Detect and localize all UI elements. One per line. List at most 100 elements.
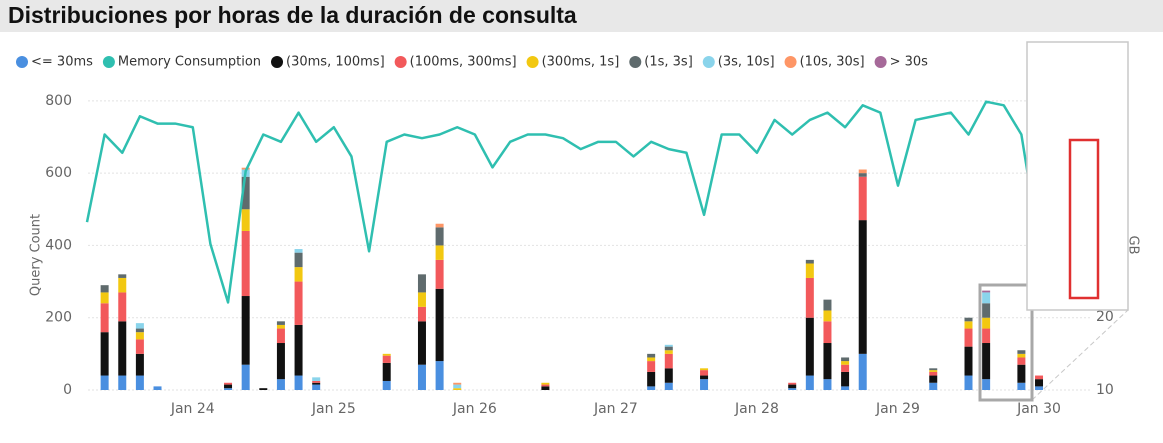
- bar-segment: [382, 355, 391, 363]
- bar-segment: [700, 375, 709, 380]
- bar-segment: [435, 288, 444, 362]
- bar-segment: [982, 343, 991, 380]
- bar-segment: [664, 368, 673, 383]
- legend: <= 30ms Memory Consumption (30ms, 100ms] (1…: [16, 55, 928, 70]
- bar-segment: [100, 285, 109, 293]
- bar-segment: [294, 281, 303, 325]
- legend-marker: [271, 56, 284, 68]
- x-tick-label: Jan 29: [875, 401, 920, 417]
- x-tick-label: Jan 27: [593, 401, 638, 417]
- bar-segment: [805, 263, 814, 278]
- plot-area: 0 200 400 600 800 10 20 GB Jan 24 Jan 25 Jan 26 Jan…: [45, 93, 1140, 417]
- bar-segment: [841, 371, 850, 387]
- legend-marker: [16, 56, 28, 68]
- zoom-selection: [978, 283, 1034, 402]
- bar-segment: [805, 375, 814, 390]
- bar-segment: [312, 384, 321, 390]
- bar-segment: [964, 321, 973, 329]
- y-tick-label: 600: [45, 165, 72, 181]
- bar-segment: [453, 382, 462, 385]
- bar-segment: [964, 328, 973, 347]
- legend-label: <= 30ms: [31, 55, 93, 70]
- bar-segment: [964, 317, 973, 322]
- bar-segment: [823, 299, 832, 311]
- bar-segment: [664, 350, 673, 354]
- bar-segment: [224, 388, 233, 390]
- zoom-inset: [978, 41, 1129, 402]
- x-tick-label: Jan 26: [452, 401, 497, 417]
- bar-segment: [929, 371, 938, 376]
- bar-segment: [100, 375, 109, 390]
- bar-segment: [118, 277, 127, 293]
- line-series: [85, 100, 1058, 304]
- bar-segment: [453, 388, 462, 390]
- bar-segment: [1035, 386, 1044, 390]
- bar-segment: [417, 321, 426, 365]
- y-tick-label: 800: [45, 93, 72, 109]
- bar-segment: [541, 382, 550, 385]
- bar-segment: [435, 223, 444, 228]
- bar-segment: [259, 388, 268, 390]
- bar-segment: [435, 259, 444, 289]
- bar-segment: [841, 361, 850, 365]
- legend-marker: [102, 56, 115, 68]
- y-tick-label: 400: [45, 237, 72, 253]
- bar-segment: [241, 364, 250, 390]
- bar-segment: [805, 259, 814, 264]
- zoom-highlight: [1068, 138, 1100, 300]
- bar-segment: [541, 386, 550, 390]
- bar-segment: [312, 382, 321, 385]
- legend-label: > 30s: [890, 55, 929, 70]
- chart-title: Distribuciones por horas de la duración …: [8, 2, 577, 28]
- bar-segment: [823, 343, 832, 380]
- legend-label: (300ms, 1s]: [542, 55, 620, 70]
- bar-segment: [788, 388, 797, 390]
- bar-segment: [647, 361, 656, 372]
- legend-marker: [394, 56, 407, 68]
- bar-segment: [788, 382, 797, 385]
- y-tick-label: 200: [45, 310, 72, 326]
- bar-segment: [1017, 357, 1026, 365]
- bar-segment: [100, 292, 109, 304]
- bar-segment: [382, 362, 391, 381]
- zoom-panel: [1026, 41, 1129, 311]
- bar-segment: [647, 371, 656, 387]
- bar-segment: [382, 353, 391, 356]
- bar-segment: [823, 379, 832, 390]
- bar-segment: [823, 321, 832, 344]
- bar-segment: [858, 220, 867, 354]
- bar-segment: [224, 382, 233, 385]
- y2-tick-label: 10: [1096, 382, 1114, 398]
- bar-segment: [294, 249, 303, 253]
- legend-label: (3s, 10s]: [718, 55, 775, 70]
- bar-segment: [664, 346, 673, 351]
- bar-segment: [929, 368, 938, 371]
- bar-segment: [929, 370, 938, 372]
- bar-segment: [241, 209, 250, 231]
- title-bar: [0, 0, 1163, 32]
- bar-segment: [417, 274, 426, 293]
- bar-segment: [823, 310, 832, 322]
- bar-segment: [241, 176, 250, 210]
- bar-segment: [982, 303, 991, 318]
- bar-segment: [982, 290, 991, 293]
- bar-segment: [276, 321, 285, 325]
- legend-marker: [784, 56, 797, 68]
- bar-segment: [100, 303, 109, 333]
- bar-segment: [294, 252, 303, 268]
- x-tick-label: Jan 24: [170, 401, 215, 417]
- bar-segment: [982, 317, 991, 329]
- bar-segment: [417, 364, 426, 390]
- bar-segment: [664, 382, 673, 390]
- bar-segment: [135, 332, 144, 340]
- zoom-connector: [1031, 309, 1129, 401]
- bar-segment: [700, 379, 709, 390]
- bar-segment: [417, 306, 426, 322]
- bar-segment: [312, 377, 321, 381]
- bar-segment: [153, 386, 162, 390]
- bar-segment: [805, 277, 814, 318]
- bar-segment: [841, 364, 850, 372]
- bar-segment: [647, 353, 656, 358]
- bar-segment: [1017, 353, 1026, 358]
- bar-segment: [929, 382, 938, 390]
